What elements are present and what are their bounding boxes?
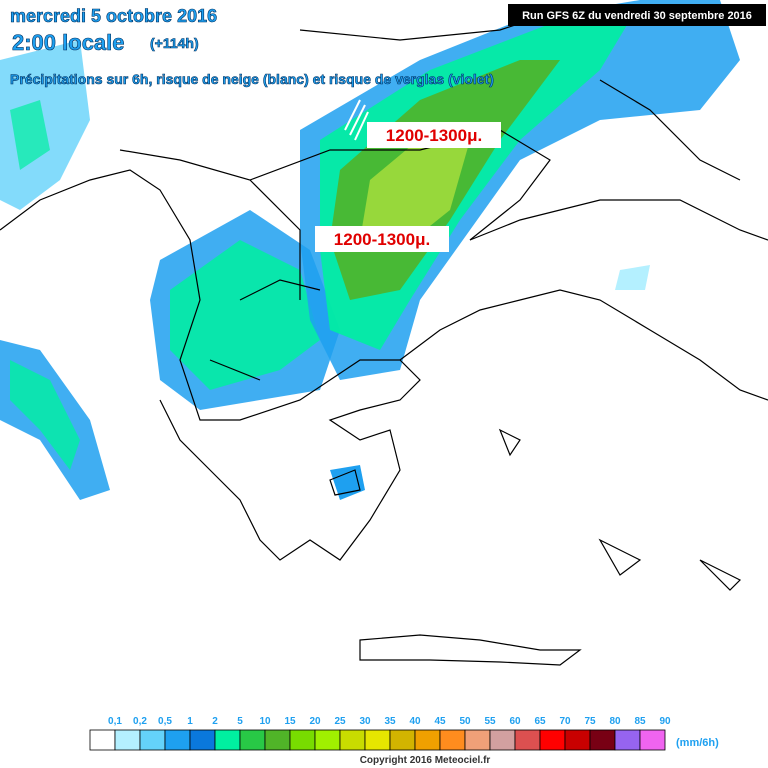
legend-swatch: [214, 729, 241, 751]
legend-swatch: [314, 729, 341, 751]
legend-label: 40: [409, 716, 421, 727]
legend-swatch: [164, 729, 191, 751]
legend-swatch: [264, 729, 291, 751]
legend-label: 65: [534, 716, 546, 727]
legend-label: 30: [359, 716, 371, 727]
legend: 0,1 0,2 0,5 1 2 5 10 15 20 25 30 35 40 45 50 55 60 65 70 75…: [89, 716, 671, 751]
copyright: Copyright 2016 Meteociel.fr: [360, 755, 491, 766]
legend-swatch: [239, 729, 266, 751]
run-info: Run GFS 6Z du vendredi 30 septembre 2016: [522, 10, 752, 22]
annotation: 1200-1300μ.: [386, 126, 482, 145]
annotation-box: [367, 122, 501, 148]
legend-label: 80: [609, 716, 621, 727]
legend-swatch: [589, 729, 616, 751]
legend-label: 85: [634, 716, 646, 727]
subtitle: Précipitations sur 6h, risque de neige (…: [10, 71, 494, 87]
legend-label: 25: [334, 716, 346, 727]
legend-label: 0,5: [158, 716, 172, 727]
legend-swatch: [114, 729, 141, 751]
legend-label: 10: [259, 716, 271, 727]
legend-swatch: [189, 729, 216, 751]
legend-swatch: [564, 729, 591, 751]
legend-swatch: [539, 729, 566, 751]
legend-swatch: [514, 729, 541, 751]
legend-swatch: [289, 729, 316, 751]
legend-swatch: [414, 729, 441, 751]
legend-label: 15: [284, 716, 296, 727]
legend-unit: (mm/6h): [676, 737, 719, 749]
legend-label: 75: [584, 716, 596, 727]
run-box: [508, 4, 766, 26]
legend-swatch: [339, 729, 366, 751]
legend-swatch: [639, 729, 666, 751]
legend-label: 1: [187, 716, 193, 727]
legend-label: 35: [384, 716, 396, 727]
snow-hatch: [344, 99, 369, 141]
legend-label: 50: [459, 716, 471, 727]
legend-swatch: [139, 729, 166, 751]
legend-swatch: [439, 729, 466, 751]
legend-swatch: [614, 729, 641, 751]
legend-label: 45: [434, 716, 446, 727]
time: 2:00 locale: [12, 30, 125, 55]
annotation: 1200-1300μ.: [334, 230, 430, 249]
legend-label: 55: [484, 716, 496, 727]
legend-label: 0,2: [133, 716, 147, 727]
lead-time: (+114h): [150, 35, 199, 51]
legend-swatch: [389, 729, 416, 751]
legend-swatch: [364, 729, 391, 751]
precipitation: [0, 0, 740, 500]
legend-label: 90: [659, 716, 671, 727]
annotation-box: [315, 226, 449, 252]
legend-label: 70: [559, 716, 571, 727]
legend-swatch: [89, 729, 116, 751]
legend-label: 2: [212, 716, 218, 727]
legend-label: 20: [309, 716, 321, 727]
legend-label: 5: [237, 716, 243, 727]
legend-swatch: [489, 729, 516, 751]
legend-label: 60: [509, 716, 521, 727]
legend-label: 0,1: [108, 716, 122, 727]
legend-swatch: [464, 729, 491, 751]
date: mercredi 5 octobre 2016: [10, 6, 217, 26]
